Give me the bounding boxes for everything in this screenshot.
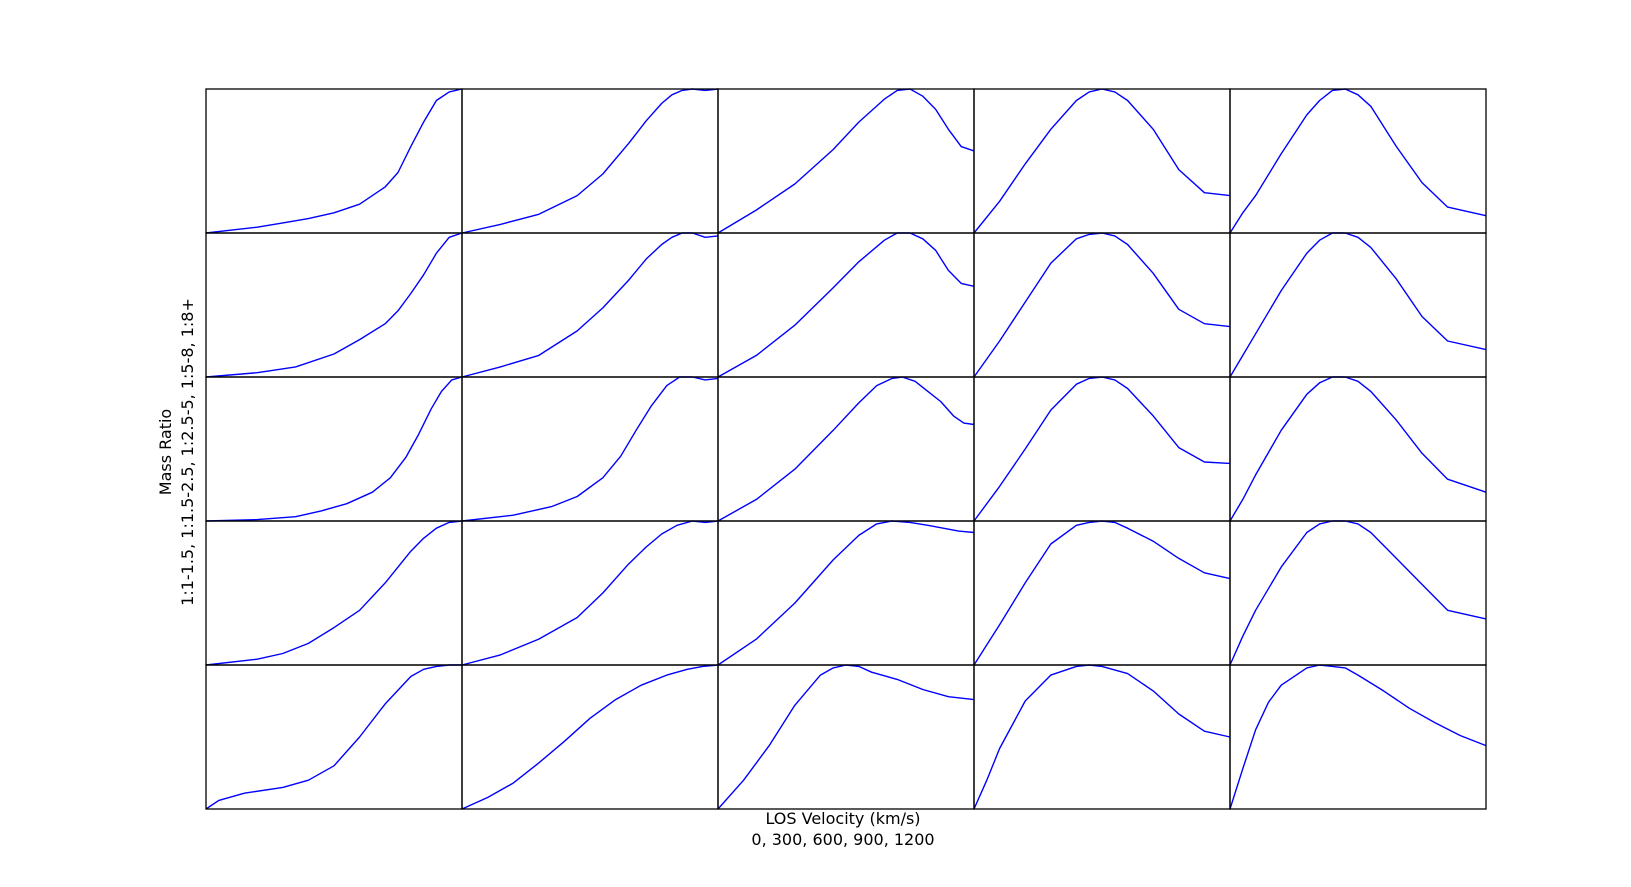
x-axis-label: LOS Velocity (km/s) (765, 809, 920, 828)
panel-frame (1229, 664, 1487, 810)
series-line (1229, 664, 1487, 810)
panels-grid (205, 88, 1487, 810)
series-line (205, 376, 463, 522)
series-line (717, 88, 975, 234)
x-axis-tick-values: 0, 300, 600, 900, 1200 (751, 830, 934, 849)
series-line (205, 664, 462, 810)
series-line (1229, 88, 1487, 234)
series-line (205, 232, 463, 378)
y-axis-category-values: 1:1-1.5, 1:1.5-2.5, 1:2.5-5, 1:5-8, 1:8+ (178, 298, 197, 606)
panel-r5-c5 (1229, 664, 1487, 810)
series-line (461, 664, 719, 810)
series-line (717, 520, 975, 666)
series-line (205, 520, 463, 666)
series-line (205, 88, 463, 234)
series-line (717, 376, 975, 522)
y-axis-label: Mass Ratio (156, 409, 175, 495)
